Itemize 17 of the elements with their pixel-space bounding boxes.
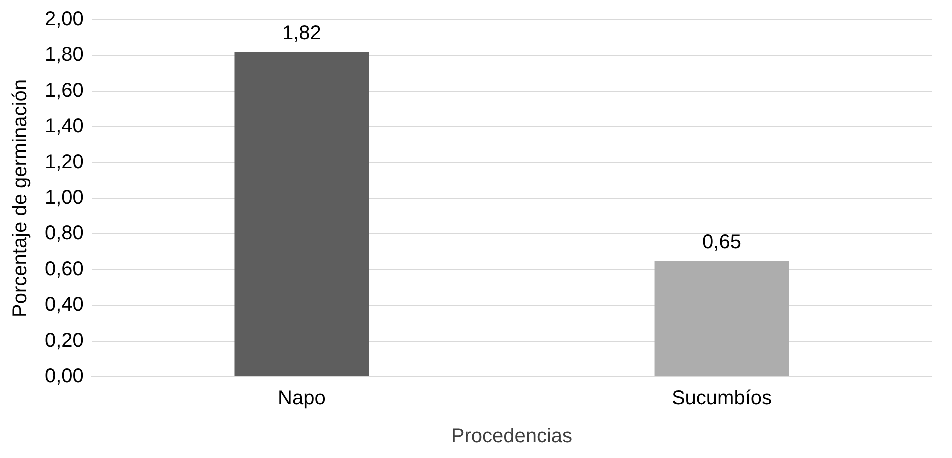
x-tick-label: Sucumbíos xyxy=(672,388,772,410)
y-tick-label: 0,40 xyxy=(44,294,84,316)
y-tick-label: 0,60 xyxy=(44,258,84,280)
data-label: 1,82 xyxy=(282,22,322,45)
y-tick-label: 0,20 xyxy=(44,330,84,352)
y-tick-label: 0,80 xyxy=(44,222,84,245)
y-tick-label: 1,20 xyxy=(44,151,84,174)
y-tick-label: 0,00 xyxy=(44,366,84,388)
y-axis-title: Porcentaje de germinación xyxy=(10,80,32,318)
y-tick-label: 2,00 xyxy=(44,8,84,31)
y-tick-label: 1,00 xyxy=(44,187,84,210)
x-axis-title: Procedencias xyxy=(451,426,573,448)
y-tick-label: 1,40 xyxy=(44,116,84,138)
y-tick-label: 1,60 xyxy=(44,80,84,102)
x-tick-label: Napo xyxy=(278,388,326,410)
y-tick-label: 1,80 xyxy=(44,44,84,66)
data-label: 0,65 xyxy=(702,231,742,254)
